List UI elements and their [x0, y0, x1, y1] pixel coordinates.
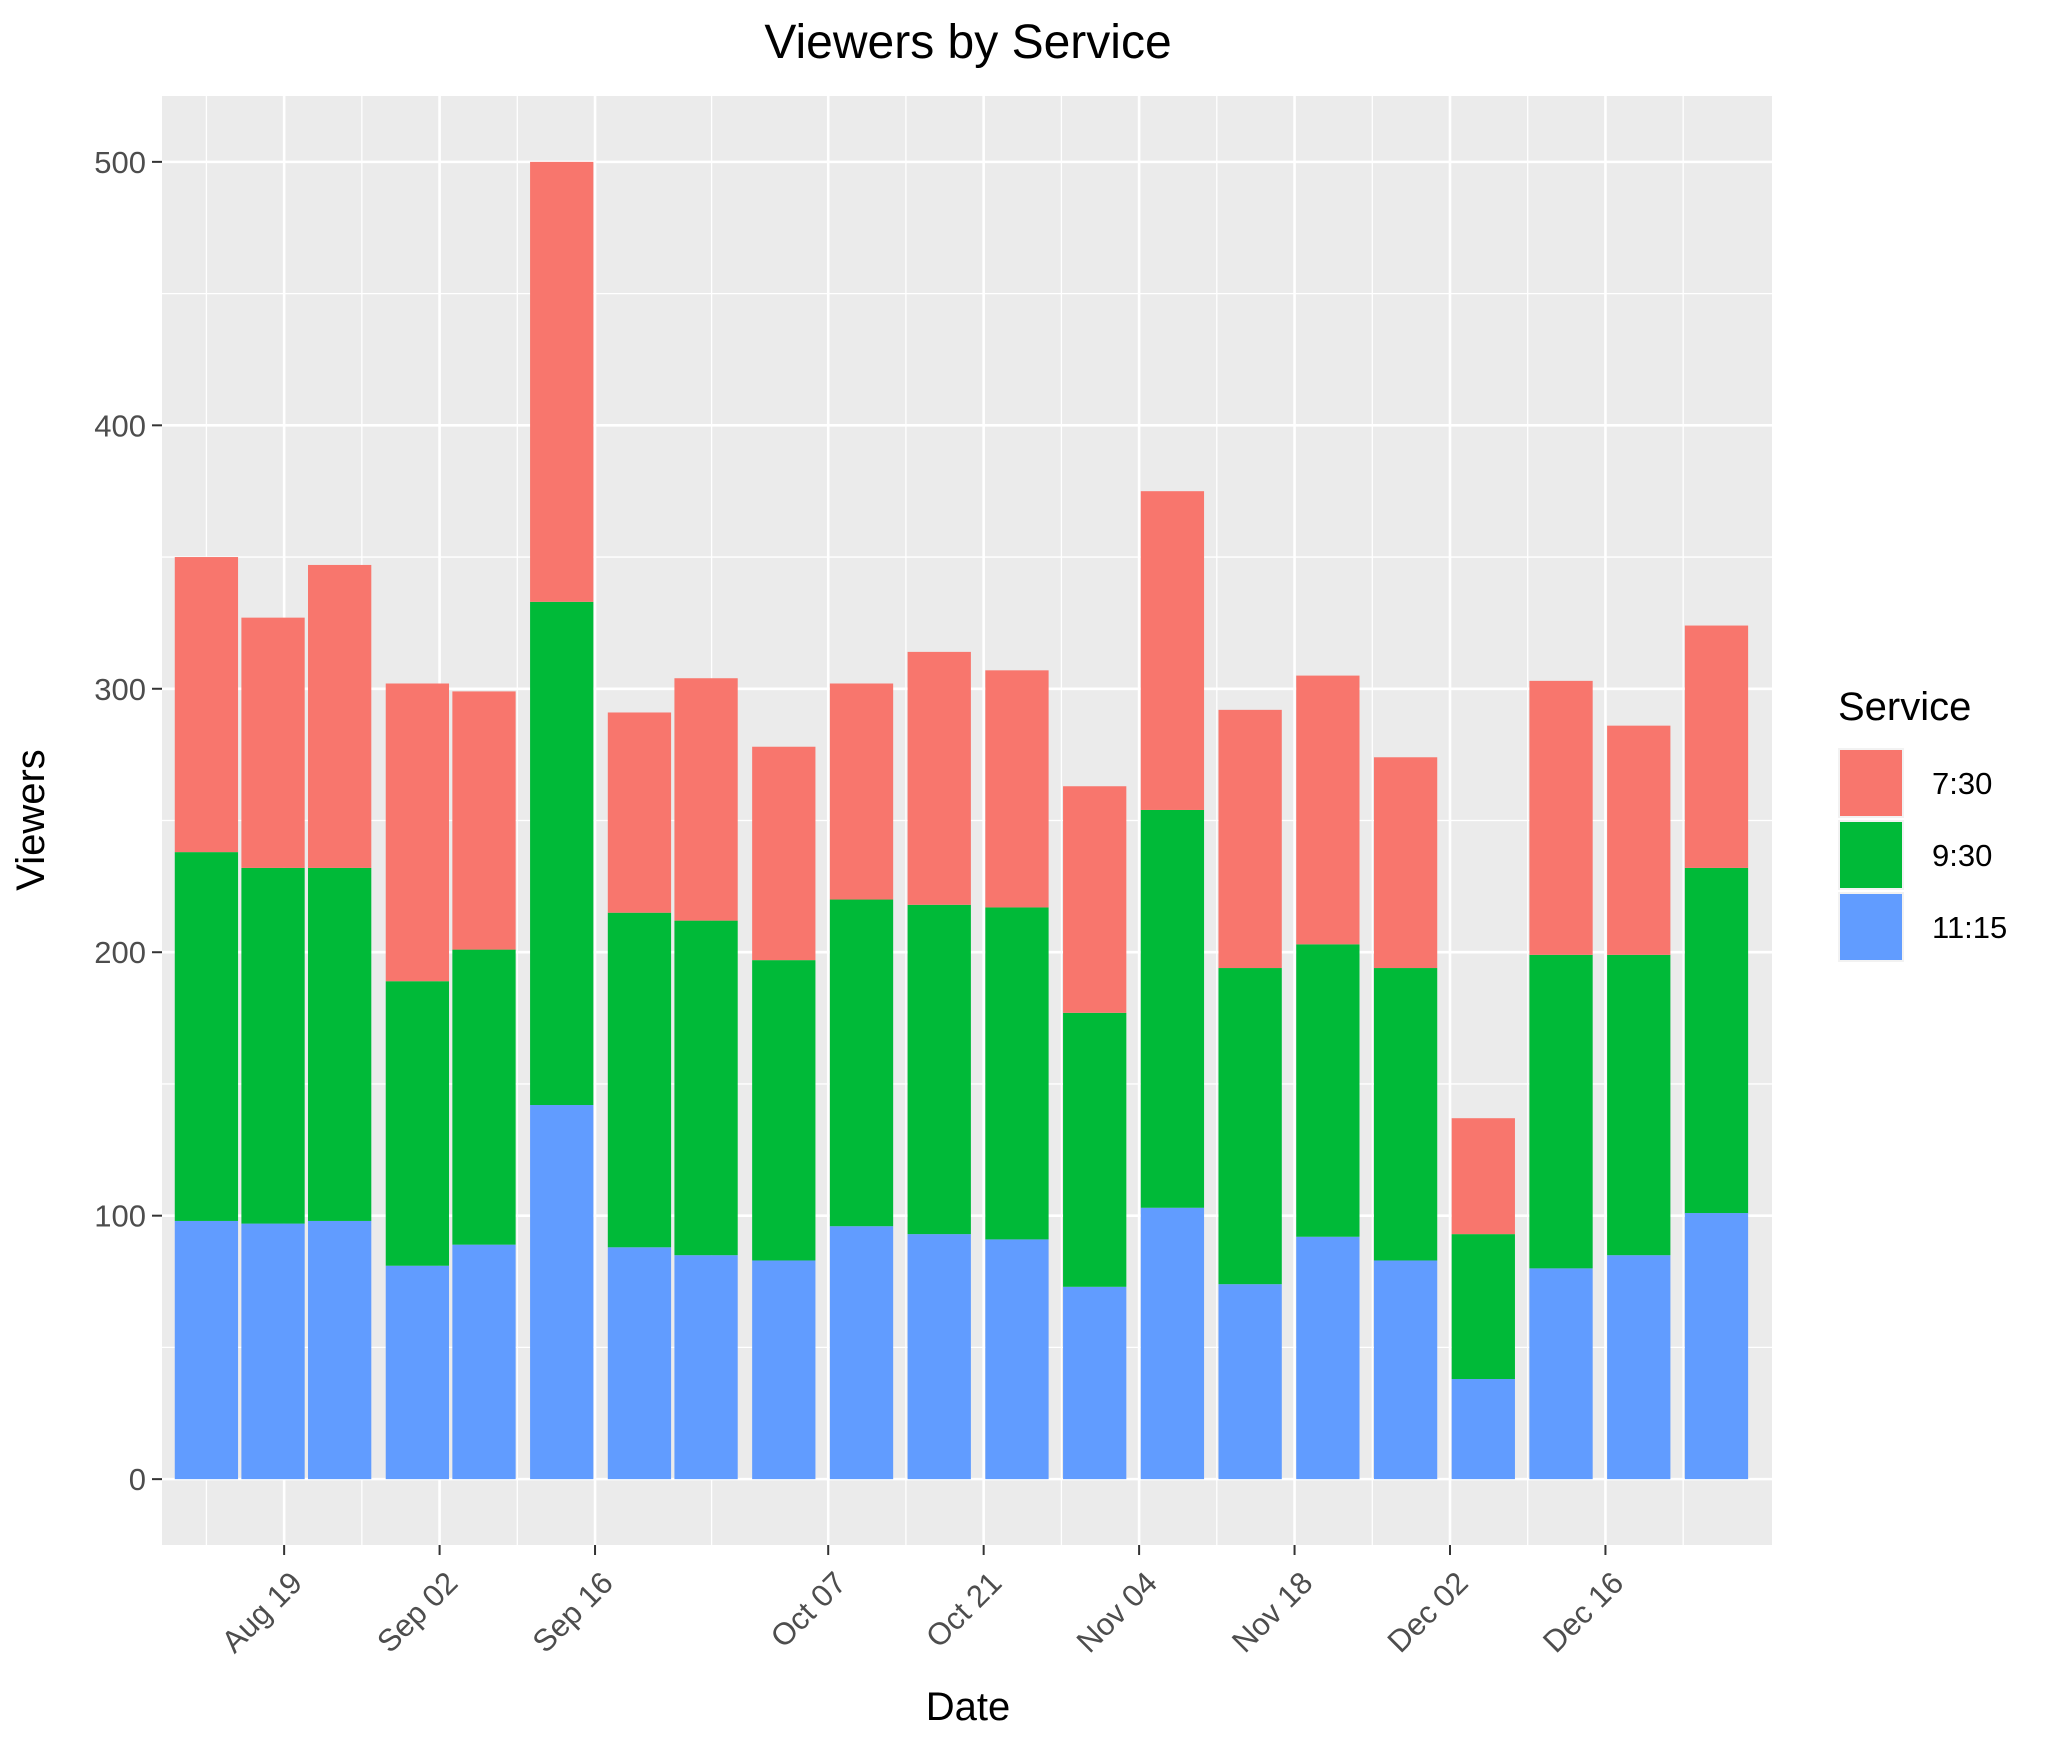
y-tick-label: 100 [94, 1199, 146, 1234]
bar-segment-730 [907, 651, 971, 905]
bar-segment-1115 [1684, 1213, 1749, 1480]
bar-segment-730 [452, 691, 516, 950]
bar-segment-1115 [1607, 1255, 1671, 1480]
legend: Service 7:30 9:30 11:15 [1838, 685, 2007, 962]
bar-segment-930 [174, 852, 239, 1221]
bar-segment-930 [1451, 1234, 1515, 1380]
bar-segment-930 [607, 912, 672, 1248]
bar-segment-730 [1063, 786, 1127, 1013]
bar-segment-930 [241, 867, 305, 1224]
legend-label-730: 7:30 [1932, 766, 1992, 801]
bar-segment-730 [1451, 1118, 1515, 1235]
bar-segment-1115 [308, 1220, 372, 1480]
legend-label-1115: 11:15 [1932, 910, 2007, 945]
bar-segment-930 [1218, 968, 1282, 1285]
bar-segment-1115 [1296, 1236, 1360, 1480]
bar-segment-930 [907, 904, 971, 1235]
bar-segment-1115 [530, 1105, 594, 1480]
bar-segment-930 [1607, 954, 1671, 1256]
bar-segment-930 [385, 981, 450, 1266]
bar-segment-730 [1296, 675, 1360, 945]
bar-segment-1115 [385, 1265, 450, 1480]
bar-segment-930 [985, 907, 1049, 1240]
bar-segment-930 [452, 949, 516, 1245]
bar-segment-1115 [174, 1220, 239, 1480]
bar-segment-730 [1607, 725, 1671, 955]
y-tick-label: 300 [94, 672, 146, 707]
bar-segment-930 [1373, 968, 1438, 1261]
bar-segment-1115 [1373, 1260, 1438, 1480]
bar-segment-1115 [241, 1223, 305, 1480]
bar-segment-730 [1373, 757, 1438, 969]
bar-segment-730 [241, 617, 305, 868]
bar-segment-1115 [1218, 1284, 1282, 1480]
bar-segment-1115 [829, 1226, 894, 1480]
bar-segment-930 [1063, 1012, 1127, 1287]
bar-segment-730 [530, 161, 594, 602]
bar-segment-930 [530, 601, 594, 1106]
bar-segment-730 [1529, 680, 1593, 955]
bar-segment-930 [1529, 954, 1593, 1269]
bar-segment-1115 [985, 1239, 1049, 1480]
legend-title: Service [1838, 685, 1971, 729]
y-axis-title: Viewers [9, 749, 53, 891]
bar-segment-730 [1218, 709, 1282, 969]
bar-segment-930 [752, 960, 816, 1261]
x-axis-title: Date [926, 1685, 1011, 1729]
legend-swatch-730 [1840, 750, 1902, 816]
bar-segment-1115 [452, 1244, 516, 1480]
bar-segment-930 [674, 920, 738, 1256]
y-tick-label: 500 [94, 145, 146, 180]
bar-segment-930 [1684, 867, 1749, 1214]
bar-segment-730 [385, 683, 450, 982]
bar-segment-730 [829, 683, 894, 900]
bar-segment-730 [752, 746, 816, 961]
y-tick-label: 0 [129, 1462, 146, 1497]
bar-segment-730 [308, 564, 372, 868]
legend-swatch-930 [1840, 822, 1902, 888]
bar-segment-1115 [1529, 1268, 1593, 1480]
bar-segment-730 [1684, 625, 1749, 868]
bar-segment-930 [308, 867, 372, 1221]
bar-segment-1115 [607, 1247, 672, 1480]
y-tick-label: 400 [94, 408, 146, 443]
bar-segment-930 [1140, 809, 1205, 1208]
y-tick-label: 200 [94, 935, 146, 970]
bar-segment-730 [985, 670, 1049, 908]
bar-segment-730 [607, 712, 672, 913]
bar-segment-730 [674, 678, 738, 921]
bar-segment-930 [829, 899, 894, 1227]
bar-segment-930 [1296, 944, 1360, 1237]
legend-swatch-1115 [1840, 894, 1902, 960]
bar-segment-730 [174, 557, 239, 853]
chart-title: Viewers by Service [764, 16, 1171, 69]
bar-segment-1115 [1063, 1286, 1127, 1480]
bar-segment-1115 [1140, 1207, 1205, 1480]
bar-segment-1115 [674, 1255, 738, 1480]
legend-label-930: 9:30 [1932, 838, 1992, 873]
bar-segment-1115 [1451, 1379, 1515, 1480]
bar-segment-1115 [752, 1260, 816, 1480]
bar-segment-1115 [907, 1234, 971, 1480]
bar-segment-730 [1140, 491, 1205, 810]
